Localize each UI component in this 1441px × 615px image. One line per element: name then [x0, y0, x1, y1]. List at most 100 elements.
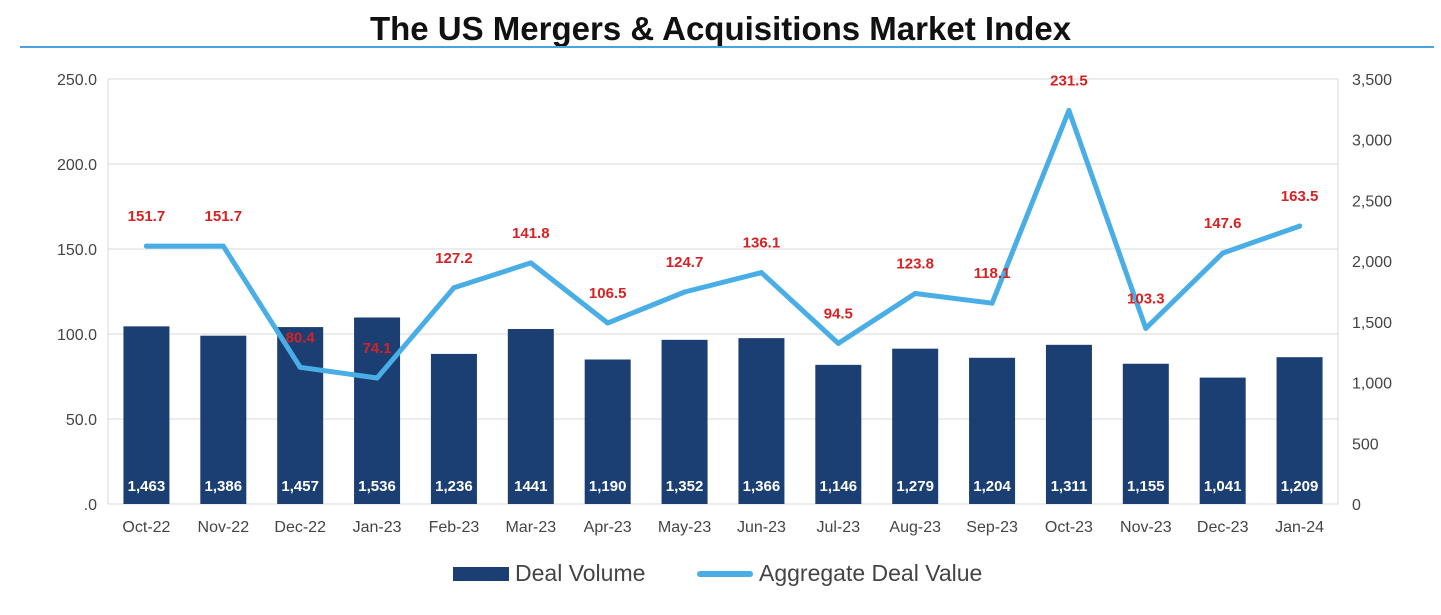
x-tick-label: Oct-22: [122, 519, 170, 536]
line-value-label: 94.5: [824, 305, 853, 322]
line-point: [143, 243, 149, 249]
legend-label-deal-volume: Deal Volume: [515, 560, 646, 586]
line-point: [989, 300, 995, 306]
x-tick-label: Nov-23: [1120, 519, 1172, 536]
bar: [200, 335, 247, 504]
y-right-tick-label: 500: [1352, 436, 1379, 453]
line-point: [1297, 223, 1303, 229]
line-value-label: 151.7: [205, 208, 243, 225]
bar-value-label: 1,236: [435, 478, 473, 495]
line-value-label: 127.2: [435, 250, 473, 267]
line-point: [297, 364, 303, 370]
x-tick-label: Sep-23: [966, 519, 1018, 536]
bar: [738, 338, 785, 504]
x-tick-label: Jan-24: [1275, 519, 1324, 536]
y-left-tick-label: 50.0: [66, 412, 97, 429]
x-tick-label: Nov-22: [198, 519, 250, 536]
line-point: [528, 260, 534, 266]
bar-value-label: 1,146: [820, 478, 858, 495]
x-tick-label: Dec-23: [1197, 519, 1249, 536]
x-tick-label: Jun-23: [737, 519, 786, 536]
legend-item-deal-volume: Deal Volume: [453, 560, 645, 587]
line-series: [143, 107, 1303, 381]
x-tick-label: Mar-23: [505, 519, 556, 536]
line-point: [912, 291, 918, 297]
y-right-tick-label: 1,500: [1352, 315, 1392, 332]
line-value-label: 106.5: [589, 285, 627, 302]
x-tick-label: Apr-23: [584, 519, 632, 536]
x-tick-label: Dec-22: [274, 519, 326, 536]
bar: [815, 364, 862, 504]
y-left-tick-label: 250.0: [57, 72, 97, 89]
bar-value-label: 1,311: [1051, 478, 1088, 495]
bar: [661, 339, 708, 504]
bar: [892, 348, 939, 504]
line-value-label: 124.7: [666, 254, 704, 271]
line-point: [374, 375, 380, 381]
x-tick-label: Oct-23: [1045, 519, 1093, 536]
legend-swatch-bar: [453, 566, 509, 581]
legend-item-aggregate-deal-value: Aggregate Deal Value: [697, 560, 982, 587]
axes: .0 50.0 100.0 150.0 200.0 250.0 0 500 1,000 1,500…: [57, 72, 1392, 536]
bar: [1122, 363, 1169, 504]
bar: [584, 359, 631, 504]
bar-series: [123, 317, 1323, 504]
line-point: [1143, 325, 1149, 331]
bar: [1276, 357, 1323, 504]
bar: [354, 317, 401, 504]
chart-svg: .0 50.0 100.0 150.0 200.0 250.0 0 500 1,000 1,500…: [57, 72, 1392, 536]
x-tick-label: Feb-23: [429, 519, 480, 536]
y-right-tick-label: 3,000: [1352, 133, 1392, 150]
bar-value-label: 1441: [514, 478, 547, 495]
bar: [1199, 377, 1246, 504]
y-left-tick-label: 200.0: [57, 157, 97, 174]
bar-value-label: 1,190: [589, 478, 627, 495]
bar-value-label: 1,463: [128, 478, 166, 495]
y-right-tick-label: 0: [1352, 497, 1361, 514]
chart-title: The US Mergers & Acquisitions Market Ind…: [369, 10, 1072, 47]
y-left-tick-label: 150.0: [57, 242, 97, 259]
bar: [507, 329, 554, 504]
y-left-tick-label: .0: [84, 497, 97, 514]
legend-swatch-line: [697, 570, 753, 577]
y-left-tick-label: 100.0: [57, 327, 97, 344]
y-right-tick-label: 1,000: [1352, 376, 1392, 393]
bar-value-label: 1,279: [896, 478, 934, 495]
x-tick-label: Jan-23: [353, 519, 402, 536]
line-value-label: 80.4: [286, 329, 316, 346]
line-value-label: 103.3: [1127, 290, 1165, 307]
bar-value-label: 1,366: [743, 478, 781, 495]
line-value-label: 123.8: [896, 256, 934, 273]
line-point: [1220, 250, 1226, 256]
bar-value-label: 1,352: [666, 478, 704, 495]
bar: [969, 357, 1016, 504]
bar-value-label: 1,209: [1281, 478, 1319, 495]
line-point: [758, 270, 764, 276]
line-point: [835, 340, 841, 346]
line-value-label: 147.6: [1204, 215, 1242, 232]
line-point: [451, 285, 457, 291]
bar-value-label: 1,041: [1204, 478, 1242, 495]
legend: Deal Volume Aggregate Deal Value: [0, 560, 1441, 590]
line-value-label: 141.8: [512, 225, 550, 242]
bar: [1045, 344, 1092, 504]
line-value-label: 151.7: [128, 208, 166, 225]
line-value-label: 118.1: [974, 265, 1011, 282]
bar-value-label: 1,386: [205, 478, 243, 495]
line-value-label: 163.5: [1281, 188, 1319, 205]
line-value-label: 74.1: [362, 340, 391, 357]
bar: [277, 327, 324, 504]
line-value-label: 136.1: [743, 235, 781, 252]
line-point: [682, 289, 688, 295]
x-tick-label: Aug-23: [889, 519, 941, 536]
data-labels: 1,463 1,386 1,457 1,536 1,236 1441 1,190 1,352 1…: [128, 72, 1319, 495]
line-value-label: 231.5: [1050, 72, 1088, 89]
y-right-tick-label: 3,500: [1352, 72, 1392, 89]
legend-label-aggregate-deal-value: Aggregate Deal Value: [759, 560, 983, 586]
bar: [123, 326, 170, 504]
line-point: [605, 320, 611, 326]
bar: [430, 353, 477, 504]
x-tick-label: May-23: [658, 519, 711, 536]
bar-value-label: 1,457: [281, 478, 319, 495]
